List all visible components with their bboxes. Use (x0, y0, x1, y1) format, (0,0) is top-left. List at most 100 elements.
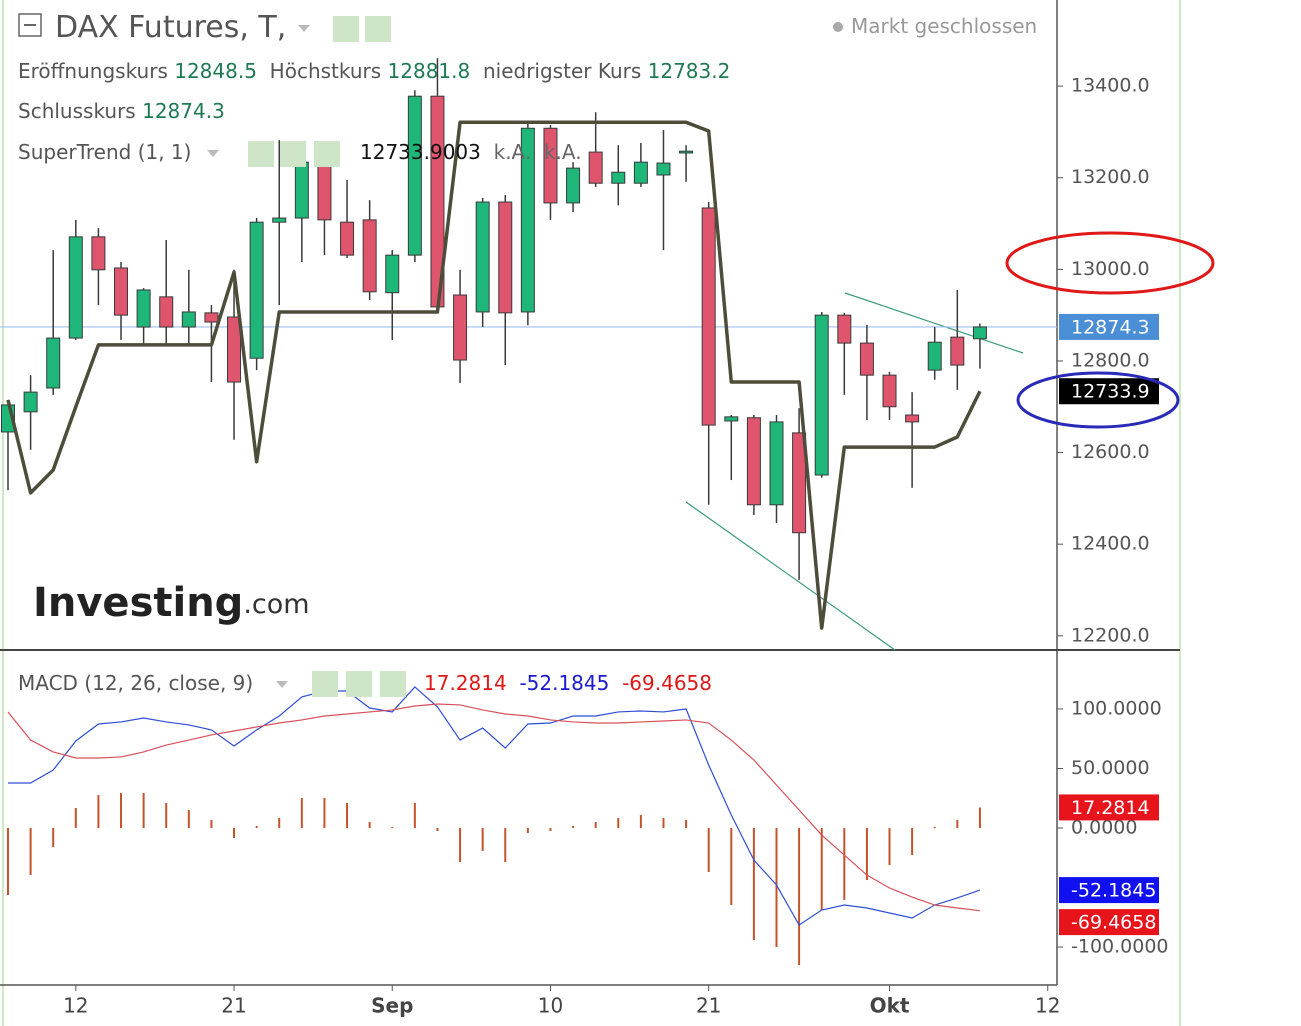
x-tick-label: 21 (696, 994, 721, 1018)
candle-body (23, 391, 38, 413)
highlight-ellipse (1005, 231, 1215, 295)
last-price-tag-bg (1059, 313, 1159, 340)
candle-body (769, 421, 784, 506)
x-tick-label: 10 (538, 994, 563, 1018)
indicator-name: SuperTrend (1, 1) (18, 140, 192, 164)
dropdown-icon[interactable] (276, 681, 288, 688)
candle-body (46, 337, 61, 389)
macd-tag-bg (1059, 909, 1159, 936)
y-tick-label: 50.0000 (1071, 757, 1150, 779)
y-tick-label: 0.0000 (1071, 816, 1137, 838)
settings-icon[interactable] (365, 16, 391, 42)
candle-body (859, 342, 874, 376)
dropdown-icon[interactable] (298, 25, 310, 32)
candle-body (679, 150, 694, 154)
candle-body (656, 162, 671, 176)
candle-body (68, 236, 83, 339)
settings-icon[interactable] (280, 141, 306, 167)
trend-line (844, 292, 1024, 354)
x-tick-label: Sep (371, 994, 413, 1018)
macd-line (8, 686, 981, 926)
x-tick-label: 21 (221, 994, 246, 1018)
candle-body (385, 254, 400, 294)
value: 12874.3 (142, 99, 225, 123)
label: Schlusskurs (18, 99, 136, 123)
remove-icon[interactable] (314, 141, 340, 167)
dropdown-icon[interactable] (207, 150, 219, 157)
candle-body (633, 161, 648, 184)
y-tick-label: -100.0000 (1071, 936, 1169, 958)
candle-body (950, 336, 965, 366)
candle-body (498, 201, 513, 314)
macd-values: 17.2814 -52.1845 -69.4658 (424, 671, 712, 695)
candle-body (972, 326, 987, 340)
macd-tag: -69.4658 (1071, 912, 1156, 934)
eye-icon[interactable] (312, 671, 338, 697)
candle-body (114, 267, 129, 316)
candle-body (159, 296, 174, 328)
trend-line (685, 501, 896, 651)
macd-tag: -52.1845 (1071, 880, 1156, 902)
value: k.A. (493, 140, 532, 164)
eye-icon[interactable] (248, 141, 274, 167)
candle-body (882, 374, 897, 408)
candle-body (905, 414, 920, 423)
candle-body (362, 219, 377, 293)
label: niedrigster Kurs (482, 59, 642, 83)
candle-body (453, 294, 468, 361)
collapse-icon[interactable] (18, 13, 42, 37)
macd-tag-bg (1059, 794, 1159, 821)
status-dot (833, 22, 843, 32)
value: k.A. (543, 140, 582, 164)
ohlc-row: Eröffnungskurs 12848.5 Höchstkurs 12881.… (18, 59, 730, 83)
candle-body (724, 416, 739, 422)
market-status: Markt geschlossen (851, 14, 1038, 38)
candle-body (746, 417, 761, 506)
eye-icon[interactable] (333, 16, 359, 42)
candle-body (543, 127, 558, 204)
logo-suffix: .com (243, 589, 309, 620)
supertrend-tag-bg (1059, 378, 1159, 405)
chart-title: DAX Futures, T, (55, 10, 287, 45)
value: -52.1845 (519, 671, 610, 695)
candle-body (136, 289, 151, 328)
candle-body (272, 217, 287, 223)
y-tick-label: 12800.0 (1071, 349, 1150, 371)
candle-body (204, 312, 219, 323)
candle-body (91, 236, 106, 271)
candle-body (317, 161, 332, 221)
candle-body (588, 151, 603, 184)
plot-layer: 12 21 Sep 10 21 Okt 12 12200.0 12400.0 12600.0 128… (0, 58, 1169, 1018)
candle-body (792, 432, 807, 534)
candle-body (227, 316, 242, 383)
label: Eröffnungskurs (18, 59, 168, 83)
candle-body (927, 341, 942, 371)
settings-icon[interactable] (346, 671, 372, 697)
y-tick-label: 12400.0 (1071, 533, 1150, 555)
y-tick-label: 13000.0 (1071, 258, 1150, 280)
candle-body (520, 127, 535, 313)
y-tick-label: 13200.0 (1071, 166, 1150, 188)
x-tick-label: 12 (1035, 994, 1060, 1018)
macd-line (7, 703, 980, 912)
y-tick-label: 100.0000 (1071, 697, 1162, 719)
logo-text: Investing (33, 580, 243, 626)
y-tick-label: 13400.0 (1071, 75, 1150, 97)
candle-body (181, 311, 196, 328)
candle-body (701, 207, 716, 426)
supertrend-line (6, 120, 982, 630)
highlight-ellipse (1016, 371, 1180, 429)
label: Höchstkurs (269, 59, 382, 83)
supertrend-tag: 12733.9 (1071, 381, 1150, 403)
macd-tag: 17.2814 (1071, 797, 1150, 819)
x-tick-label: Okt (870, 994, 910, 1018)
value: 12783.2 (647, 59, 731, 83)
remove-icon[interactable] (380, 671, 406, 697)
x-tick-label: 12 (63, 994, 88, 1018)
value: 17.2814 (424, 671, 507, 695)
candle-body (249, 221, 264, 359)
last-price-tag: 12874.3 (1071, 316, 1150, 338)
y-tick-label: 12200.0 (1071, 624, 1150, 646)
